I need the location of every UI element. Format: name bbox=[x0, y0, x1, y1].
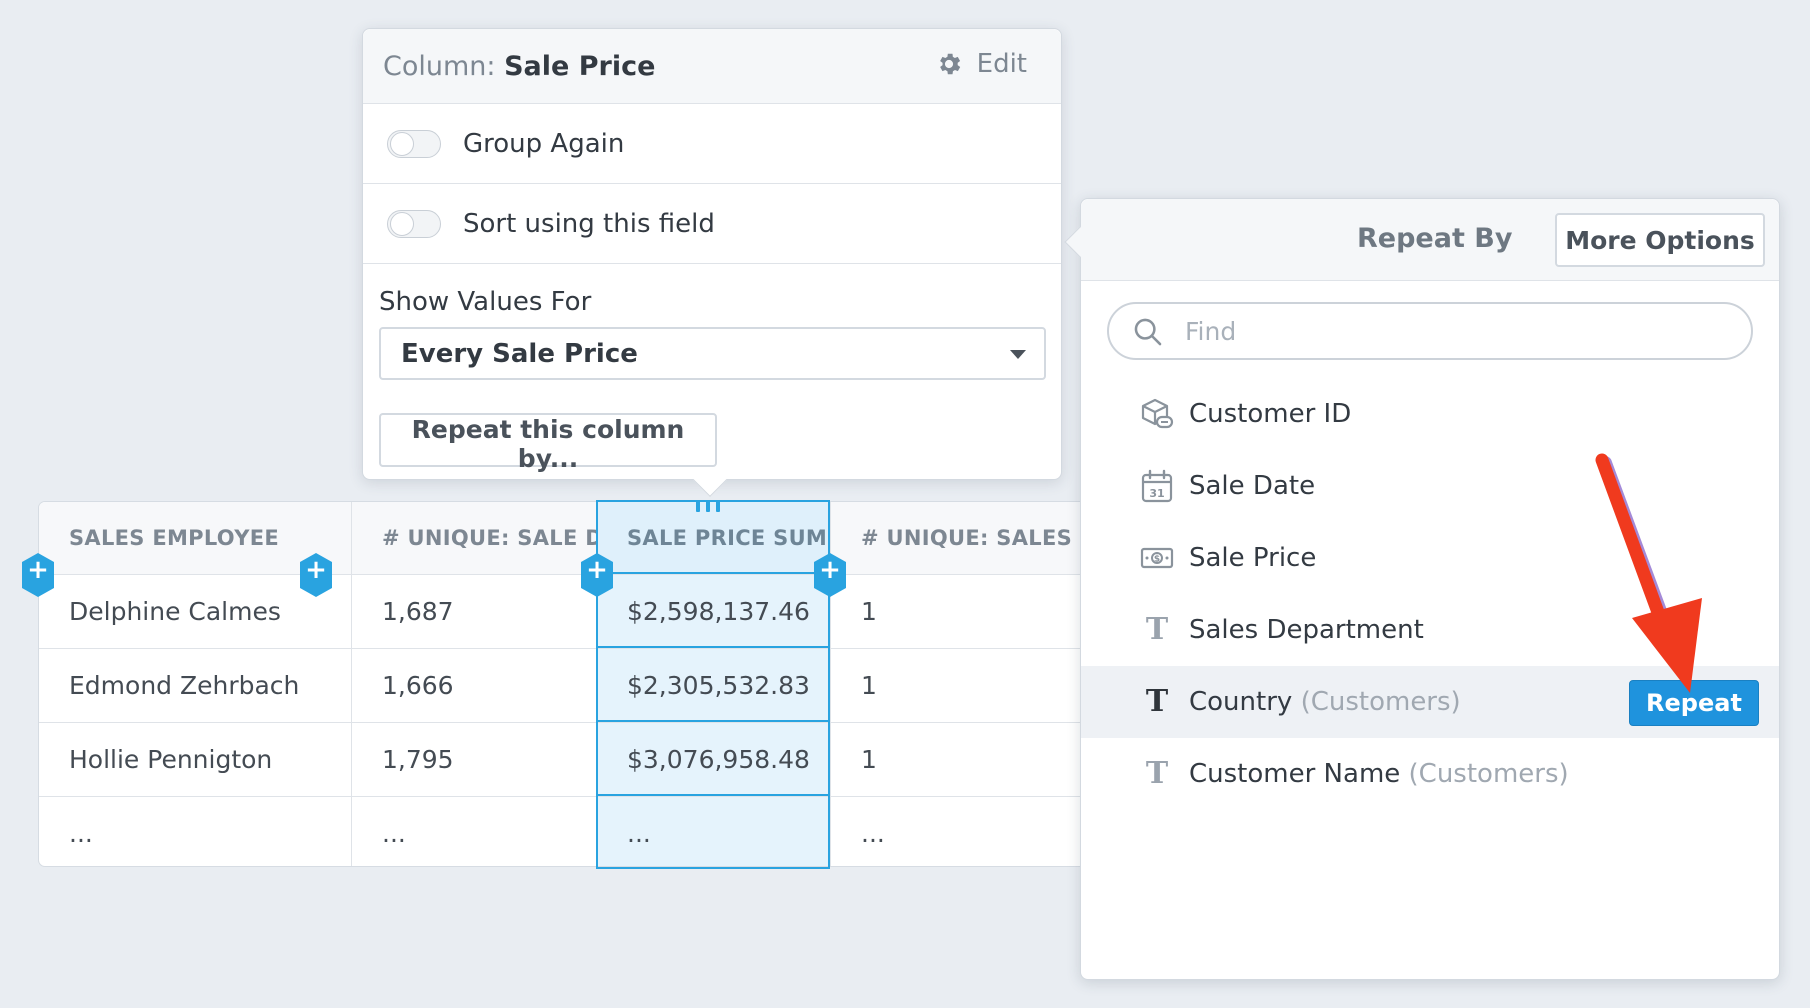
field-label: Sale Date bbox=[1189, 471, 1316, 501]
search-box[interactable] bbox=[1107, 302, 1753, 360]
field-source: (Customers) bbox=[1300, 687, 1461, 717]
add-column-button[interactable]: + bbox=[22, 553, 54, 597]
data-table: SALES EMPLOYEE Delphine Calmes Edmond Ze… bbox=[38, 501, 1098, 867]
table-column-unique-sales-department: # UNIQUE: SALES DEP 1 1 1 ... bbox=[831, 502, 1097, 866]
annotation-arrow-icon bbox=[1595, 453, 1702, 693]
row-divider bbox=[39, 574, 1097, 575]
table-cell: $3,076,958.48 bbox=[627, 744, 810, 774]
text-type-icon: T bbox=[1145, 684, 1169, 719]
sort-field-toggle[interactable] bbox=[387, 209, 441, 238]
table-cell: 1 bbox=[861, 596, 877, 626]
search-input[interactable] bbox=[1183, 312, 1723, 350]
field-label: Customer Name (Customers) bbox=[1189, 759, 1569, 789]
table-cell: 1 bbox=[861, 670, 877, 700]
table-cell: 1,687 bbox=[382, 596, 454, 626]
field-item-sale-price[interactable]: $ Sale Price bbox=[1081, 522, 1779, 594]
group-again-toggle[interactable] bbox=[387, 129, 441, 158]
repeat-by-panel: Repeat By More Options Customer ID bbox=[1064, 198, 1780, 980]
show-values-label: Show Values For bbox=[379, 287, 592, 317]
selected-row-divider bbox=[596, 794, 830, 796]
column-header[interactable]: SALES EMPLOYEE bbox=[39, 502, 351, 574]
column-settings-popover: Column: Sale Price Edit Group Again Sort… bbox=[362, 28, 1062, 497]
table-cell: 1 bbox=[861, 744, 877, 774]
column-header[interactable]: SALE PRICE SUM bbox=[597, 502, 830, 574]
table-cell: ... bbox=[627, 818, 651, 848]
add-column-button[interactable]: + bbox=[581, 553, 613, 597]
panel-header: Repeat By More Options bbox=[1081, 199, 1779, 281]
table-cell: $2,598,137.46 bbox=[627, 596, 810, 626]
plus-icon: + bbox=[586, 555, 608, 585]
popover-header: Column: Sale Price Edit bbox=[363, 29, 1061, 104]
table-cell: ... bbox=[861, 818, 885, 848]
plus-icon: + bbox=[305, 555, 327, 585]
add-column-button[interactable]: + bbox=[814, 553, 846, 597]
field-source: (Customers) bbox=[1408, 759, 1569, 789]
field-item-customer-id[interactable]: Customer ID bbox=[1081, 378, 1779, 450]
column-header[interactable]: # UNIQUE: SALE DATE bbox=[352, 502, 596, 574]
text-type-icon: T bbox=[1145, 612, 1169, 647]
gear-icon bbox=[939, 53, 960, 75]
table-cell: Delphine Calmes bbox=[69, 596, 281, 626]
field-label: Sales Department bbox=[1189, 615, 1424, 645]
calendar-icon: 31 bbox=[1139, 468, 1175, 504]
field-item-customer-name[interactable]: T Customer Name (Customers) bbox=[1081, 738, 1779, 810]
currency-icon: $ bbox=[1139, 540, 1175, 576]
field-label: Sale Price bbox=[1189, 543, 1317, 573]
title-prefix: Column: bbox=[383, 51, 496, 82]
show-values-select[interactable]: Every Sale Price bbox=[379, 327, 1046, 380]
panel-title: Repeat By bbox=[1357, 223, 1513, 254]
plus-icon: + bbox=[819, 555, 841, 585]
row-divider bbox=[39, 648, 1097, 649]
table-cell: ... bbox=[382, 818, 406, 848]
table-cell: 1,795 bbox=[382, 744, 454, 774]
table-column-sale-price-sum[interactable]: SALE PRICE SUM $2,598,137.46 $2,305,532.… bbox=[597, 502, 831, 866]
linked-record-icon bbox=[1139, 396, 1175, 432]
field-label: Country (Customers) bbox=[1189, 687, 1461, 717]
field-item-sales-department[interactable]: T Sales Department bbox=[1081, 594, 1779, 666]
sort-field-label: Sort using this field bbox=[463, 208, 715, 239]
svg-text:$: $ bbox=[1154, 555, 1160, 565]
table-cell: Hollie Pennigton bbox=[69, 744, 273, 774]
field-item-country[interactable]: T Country (Customers) Repeat bbox=[1081, 666, 1779, 738]
text-type-icon: T bbox=[1145, 756, 1169, 791]
table-cell: $2,305,532.83 bbox=[627, 670, 810, 700]
edit-label: Edit bbox=[976, 49, 1027, 79]
add-column-button[interactable]: + bbox=[300, 553, 332, 597]
popover-title: Column: Sale Price bbox=[383, 51, 655, 82]
plus-icon: + bbox=[27, 555, 49, 585]
table-cell: ... bbox=[69, 818, 93, 848]
popover-pointer bbox=[693, 463, 727, 497]
group-again-label: Group Again bbox=[463, 128, 625, 159]
table-cell: Edmond Zehrbach bbox=[69, 670, 300, 700]
repeat-column-button[interactable]: Repeat this column by... bbox=[379, 413, 717, 473]
selected-row-divider bbox=[596, 646, 830, 648]
chevron-down-icon bbox=[1010, 350, 1026, 359]
field-label: Customer ID bbox=[1189, 399, 1352, 429]
field-item-sale-date[interactable]: 31 Sale Date bbox=[1081, 450, 1779, 522]
row-divider bbox=[39, 796, 1097, 797]
search-icon bbox=[1134, 318, 1162, 346]
row-divider bbox=[39, 722, 1097, 723]
table-cell: 1,666 bbox=[382, 670, 454, 700]
edit-button[interactable]: Edit bbox=[935, 49, 1027, 79]
column-header[interactable]: # UNIQUE: SALES DEP bbox=[831, 502, 1097, 574]
table-column-sales-employee: SALES EMPLOYEE Delphine Calmes Edmond Ze… bbox=[39, 502, 352, 866]
table-column-unique-sale-date: # UNIQUE: SALE DATE 1,687 1,666 1,795 ..… bbox=[352, 502, 597, 866]
group-again-row[interactable]: Group Again bbox=[363, 104, 1061, 184]
selected-row-divider bbox=[596, 720, 830, 722]
title-column-name: Sale Price bbox=[504, 51, 656, 82]
svg-text:31: 31 bbox=[1149, 487, 1164, 500]
more-options-button[interactable]: More Options bbox=[1555, 213, 1765, 267]
column-drag-handle[interactable] bbox=[696, 500, 720, 514]
selected-row-divider bbox=[596, 572, 830, 574]
sort-field-row[interactable]: Sort using this field bbox=[363, 184, 1061, 264]
show-values-selected: Every Sale Price bbox=[401, 339, 638, 369]
repeat-button[interactable]: Repeat bbox=[1629, 680, 1759, 726]
